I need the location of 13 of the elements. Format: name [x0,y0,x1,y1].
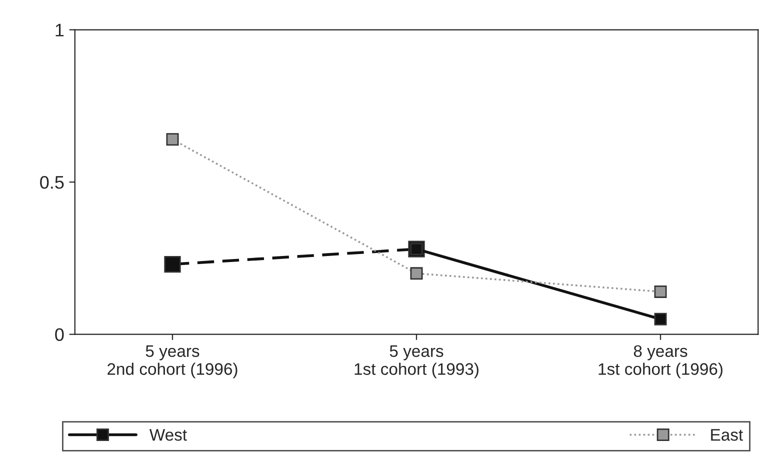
point [166,133,179,146]
y-tick-label: 0.5 [40,176,64,189]
y-tick-label: 0 [55,328,64,342]
point [654,285,667,298]
legend-label: East [711,429,743,441]
legend-label: West [149,429,187,441]
x-tick-label: 5 years 2nd cohort (1996) [108,345,238,378]
point [410,267,423,280]
x-tick-label: 5 years 1st cohort (1993) [354,345,478,378]
y-tick-label: 1 [56,24,64,36]
point [654,312,667,326]
point [164,256,181,273]
x-tick-label: 8 years 1st cohort (1996) [598,345,722,378]
